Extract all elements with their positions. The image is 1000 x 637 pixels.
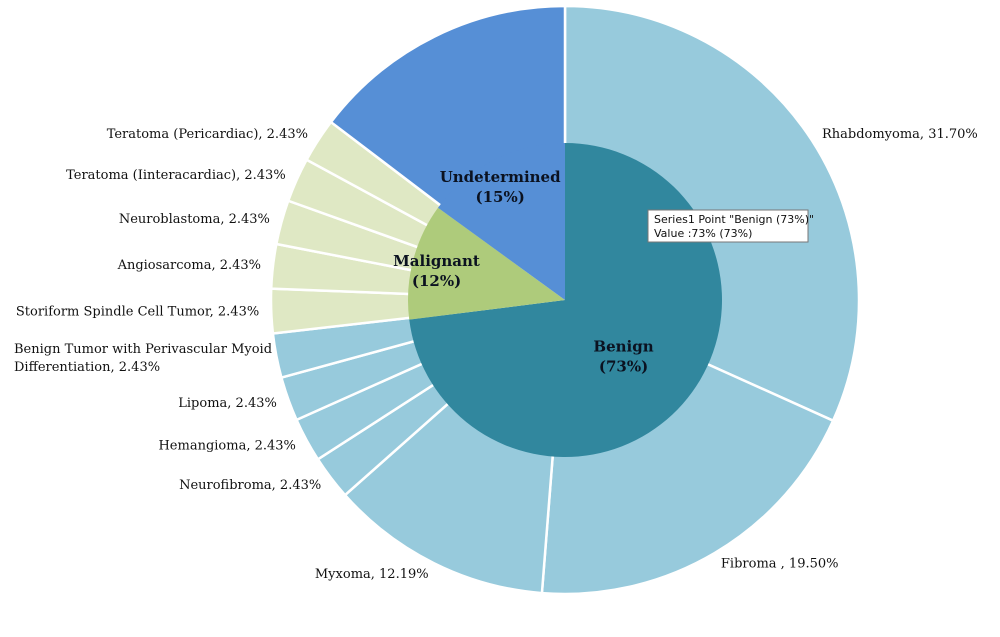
outer-label-benign-tumor-with-perivascular-myoid-differentiation: Benign Tumor with Perivascular Myoid Diff… [14, 342, 272, 375]
inner-slice-undetermined[interactable] [437, 143, 565, 300]
outer-label-myxoma: Myxoma, 12.19% [315, 567, 429, 582]
outer-label-line: Hemangioma, 2.43% [158, 439, 295, 454]
outer-label-neuroblastoma: Neuroblastoma, 2.43% [119, 212, 270, 227]
inner-label-value: (12%) [412, 272, 461, 290]
outer-label-fibroma: Fibroma , 19.50% [721, 556, 839, 571]
tooltip-line-2: Value :73% (73%) [654, 227, 752, 240]
inner-label-benign: Benign (73%) [593, 338, 653, 376]
outer-label-hemangioma: Hemangioma, 2.43% [158, 439, 295, 454]
tooltip-line-1: Series1 Point "Benign (73%)" [654, 213, 814, 226]
inner-label-value: (73%) [599, 358, 648, 376]
inner-slice-benign[interactable] [409, 143, 722, 458]
outer-label-angiosarcoma: Angiosarcoma, 2.43% [117, 258, 261, 273]
outer-label-line: Myxoma, 12.19% [315, 567, 429, 582]
outer-label-neurofibroma: Neurofibroma, 2.43% [179, 478, 321, 493]
outer-label-storiform-spindle-cell-tumor: Storiform Spindle Cell Tumor, 2.43% [16, 305, 259, 320]
outer-label-line: Angiosarcoma, 2.43% [117, 258, 261, 273]
outer-label-rhabdomyoma: Rhabdomyoma, 31.70% [822, 127, 978, 142]
data-tooltip: Series1 Point "Benign (73%)" Value :73% … [647, 209, 814, 243]
outer-label-teratoma-iinteracardiac: Teratoma (Iinteracardiac), 2.43% [66, 168, 286, 183]
outer-label-teratoma-pericardiac: Teratoma (Pericardiac), 2.43% [107, 127, 308, 142]
outer-label-line: Neurofibroma, 2.43% [179, 478, 321, 493]
inner-label-value: (15%) [475, 188, 524, 206]
outer-label-line: Neuroblastoma, 2.43% [119, 212, 270, 227]
outer-label-line: Lipoma, 2.43% [178, 396, 277, 411]
inner-label-name: Undetermined [440, 168, 561, 186]
inner-label-name: Malignant [393, 252, 480, 270]
outer-label-lipoma: Lipoma, 2.43% [178, 396, 277, 411]
inner-slice-malignant[interactable] [408, 207, 565, 320]
outer-label-line: Fibroma , 19.50% [721, 556, 839, 571]
inner-label-undetermined: Undetermined (15%) [440, 168, 561, 206]
inner-label-malignant: Malignant (12%) [393, 252, 480, 290]
outer-label-line: Teratoma (Iinteracardiac), 2.43% [66, 168, 286, 183]
outer-label-line: Rhabdomyoma, 31.70% [822, 127, 978, 142]
outer-label-line: Benign Tumor with Perivascular Myoid [14, 342, 272, 357]
outer-label-line: Storiform Spindle Cell Tumor, 2.43% [16, 305, 259, 320]
outer-label-line: Teratoma (Pericardiac), 2.43% [107, 127, 308, 142]
inner-label-name: Benign [593, 338, 653, 356]
outer-label-line: Differentiation, 2.43% [14, 360, 160, 375]
